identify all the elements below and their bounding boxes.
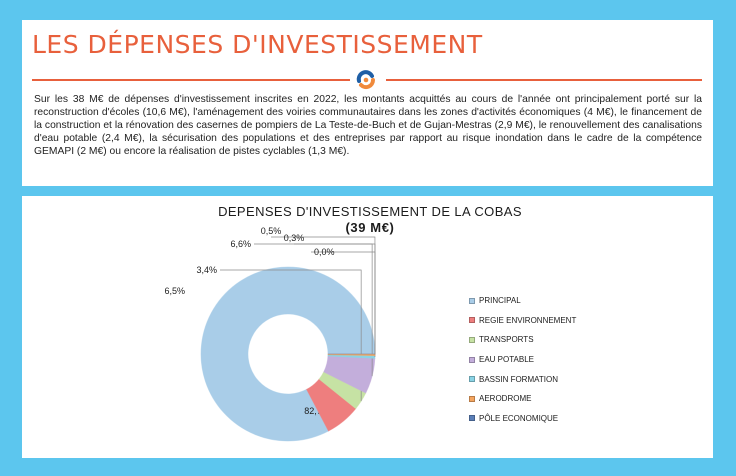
legend-label: TRANSPORTS [479,335,534,345]
donut-chart: 82,7% 6,5% 3,4% 6,6% 0,5%0,3% 0,0% [164,226,376,442]
slice-p-le-economique-label: 0,0% [314,247,335,257]
intro-panel: LES DÉPENSES D'INVESTISSEMENT Sur les 38… [22,20,713,186]
slice-transports-label: 3,4% [196,265,217,275]
slice-eau-potable-label: 6,6% [230,239,251,249]
legend-swatch [469,376,475,383]
chart-subtitle: (39 M€) [345,220,395,235]
legend-item-aerodrome: AERODROME [469,389,576,409]
page-title: LES DÉPENSES D'INVESTISSEMENT [32,30,483,59]
legend-label: AERODROME [479,394,532,404]
legend-item-transports: TRANSPORTS [469,330,576,350]
slice-principal-label: 82,7% [304,406,330,416]
legend-label: BASSIN FORMATION [479,374,558,384]
intro-paragraph: Sur les 38 M€ de dépenses d'investisseme… [34,94,702,157]
legend-item-p-le-economique: PÔLE ECONOMIQUE [469,409,576,429]
chart-legend: PRINCIPAL REGIE ENVIRONNEMENT TRANSPORTS EA… [469,291,576,428]
legend-swatch [469,297,475,304]
slice-principal [200,266,376,442]
title-divider-left [32,79,350,81]
chart-panel: DEPENSES D'INVESTISSEMENT DE LA COBAS (3… [22,196,713,458]
legend-swatch [469,415,475,422]
legend-item-eau-potable: EAU POTABLE [469,350,576,370]
slice-regie-environnement-label: 6,5% [164,286,185,296]
legend-swatch [469,336,475,343]
legend-swatch [469,317,475,324]
legend-label: PRINCIPAL [479,296,521,306]
legend-label: REGIE ENVIRONNEMENT [479,315,577,325]
legend-item-principal: PRINCIPAL [469,291,576,311]
legend-label: PÔLE ECONOMIQUE [479,413,559,423]
logo-icon [356,70,376,90]
legend-label: EAU POTABLE [479,355,534,365]
legend-swatch [469,356,475,363]
legend-item-bassin-formation: BASSIN FORMATION [469,369,576,389]
title-divider-right [386,79,702,81]
slice-p-le-economique-leader-line [311,251,376,354]
chart-title: DEPENSES D'INVESTISSEMENT DE LA COBAS [218,204,522,219]
slice-aerodrome-label: 0,3% [284,233,305,243]
slice-bassin-formation-label: 0,5% [261,226,282,236]
legend-item-regie-environnement: REGIE ENVIRONNEMENT [469,311,576,331]
legend-swatch [469,395,475,402]
